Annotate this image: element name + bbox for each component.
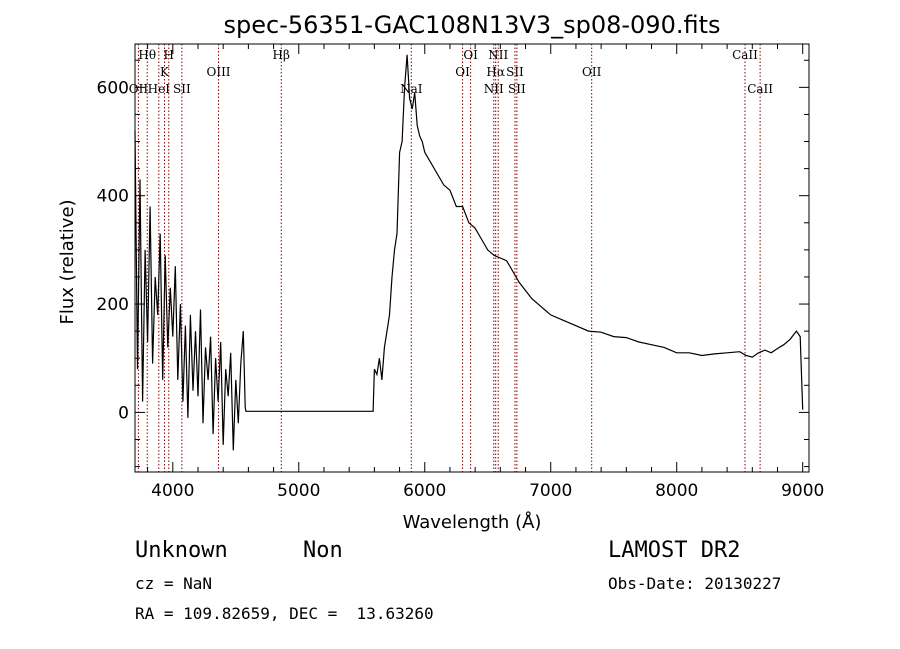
line-label-3: OII bbox=[129, 82, 149, 96]
line-label-14: NII bbox=[484, 82, 504, 96]
line-label-5: SII bbox=[173, 82, 191, 96]
y-tick-label-0: 0 bbox=[118, 403, 129, 423]
spectrum-line bbox=[134, 54, 804, 451]
line-label-11: NII bbox=[488, 48, 508, 62]
x-tick-label-2: 6000 bbox=[403, 481, 446, 501]
observation-date: Obs-Date: 20130227 bbox=[608, 574, 782, 593]
chart-title: spec-56351-GAC108N13V3_sp08-090.fits bbox=[224, 11, 721, 39]
line-label-12: Hα bbox=[486, 65, 505, 79]
y-tick-label-3: 600 bbox=[97, 78, 129, 98]
line-label-8: NaI bbox=[400, 82, 423, 96]
line-label-10: OI bbox=[455, 65, 470, 79]
x-tick-label-5: 9000 bbox=[781, 481, 824, 501]
line-label-0: Hθ bbox=[138, 48, 156, 62]
line-label-18: CaII bbox=[747, 82, 773, 96]
x-tick-label-1: 5000 bbox=[277, 481, 320, 501]
object-class: Unknown bbox=[135, 538, 228, 563]
object-subclass: Non bbox=[303, 538, 343, 563]
line-label-13: SII bbox=[506, 65, 524, 79]
y-axis-label: Flux (relative) bbox=[57, 199, 78, 324]
x-axis-label: Wavelength (Å) bbox=[403, 511, 542, 533]
line-label-16: OII bbox=[582, 65, 602, 79]
line-label-4: HeI bbox=[148, 82, 171, 96]
line-label-6: OIII bbox=[206, 65, 230, 79]
line-label-15: SII bbox=[508, 82, 526, 96]
x-tick-label-3: 7000 bbox=[529, 481, 572, 501]
survey-name: LAMOST DR2 bbox=[608, 538, 741, 563]
line-label-1: H bbox=[164, 48, 174, 62]
plot-frame bbox=[134, 43, 810, 473]
coordinates: RA = 109.82659, DEC = 13.63260 bbox=[135, 604, 434, 623]
line-label-7: Hβ bbox=[273, 48, 290, 62]
axis-ticks: 4000 5000 6000 7000 8000 9000 0 200 400 600 bbox=[97, 44, 824, 501]
y-tick-label-1: 200 bbox=[97, 295, 129, 315]
line-label-9: OI bbox=[463, 48, 478, 62]
redshift-value: cz = NaN bbox=[135, 574, 213, 593]
line-label-17: CaII bbox=[732, 48, 758, 62]
line-label-2: K bbox=[160, 65, 170, 79]
x-tick-label-0: 4000 bbox=[151, 481, 194, 501]
y-tick-label-2: 400 bbox=[97, 187, 129, 207]
x-tick-label-4: 8000 bbox=[655, 481, 698, 501]
